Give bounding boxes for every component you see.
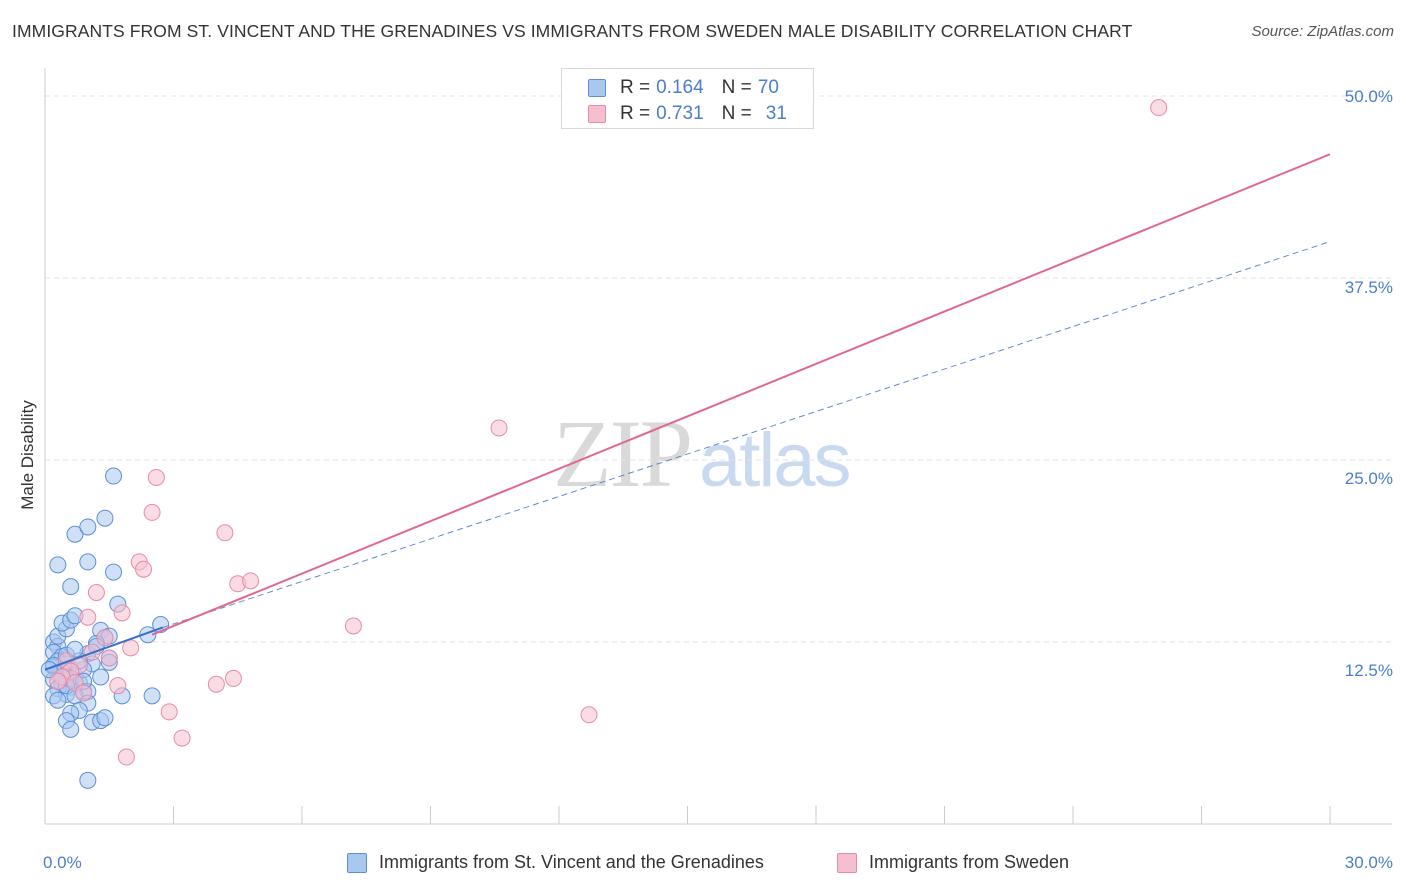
data-point-blue bbox=[105, 563, 123, 581]
data-point-pink bbox=[242, 572, 260, 590]
data-point-blue bbox=[62, 720, 80, 738]
data-point-blue bbox=[79, 518, 97, 536]
legend-r-label: R = bbox=[620, 103, 651, 124]
legend-n-label: N = bbox=[721, 103, 752, 124]
data-point-blue bbox=[66, 640, 84, 658]
data-point-blue bbox=[92, 668, 110, 686]
legend-swatch-pink bbox=[588, 105, 606, 123]
data-point-pink bbox=[490, 419, 508, 437]
data-point-pink bbox=[143, 503, 161, 521]
data-point-pink bbox=[344, 617, 362, 635]
data-point-pink bbox=[109, 677, 127, 695]
data-point-blue bbox=[105, 467, 123, 485]
data-point-pink bbox=[117, 748, 135, 766]
legend-r-value: 0.731 bbox=[656, 103, 704, 124]
trendline-pink bbox=[151, 153, 1331, 636]
data-point-pink bbox=[1150, 99, 1168, 117]
legend-n-label: N = bbox=[721, 77, 752, 98]
correlation-legend: R = 0.164 N = 70 R = 0.731 N = 31 bbox=[561, 68, 814, 129]
legend-r-label: R = bbox=[620, 77, 651, 98]
trendline-blue bbox=[44, 626, 164, 671]
source-credit: Source: ZipAtlas.com bbox=[1251, 23, 1394, 40]
bottom-legend-swatch-pink bbox=[837, 852, 857, 873]
watermark: ZIP atlas bbox=[553, 398, 852, 509]
data-point-pink bbox=[79, 608, 97, 626]
data-point-pink bbox=[207, 675, 225, 693]
data-point-pink bbox=[160, 703, 178, 721]
data-point-blue bbox=[79, 771, 97, 789]
chart-title: IMMIGRANTS FROM ST. VINCENT AND THE GREN… bbox=[12, 21, 1133, 41]
data-point-pink bbox=[224, 669, 242, 687]
data-point-blue bbox=[49, 556, 67, 574]
y-axis-label: Male Disability bbox=[18, 400, 37, 510]
data-point-blue bbox=[143, 687, 161, 705]
x-tick-label-min: 0.0% bbox=[43, 853, 82, 872]
legend-row-pink: R = 0.731 N = 31 bbox=[588, 103, 787, 125]
legend-r-value: 0.164 bbox=[656, 77, 704, 98]
bottom-legend-label-blue: Immigrants from St. Vincent and the Gren… bbox=[379, 852, 764, 872]
bottom-legend-label-pink: Immigrants from Sweden bbox=[869, 852, 1070, 872]
data-point-pink bbox=[113, 604, 131, 622]
data-point-pink bbox=[96, 629, 114, 647]
data-point-pink bbox=[173, 729, 191, 747]
y-tick-label-12-5: 12.5% bbox=[1344, 661, 1393, 680]
data-point-pink bbox=[135, 560, 153, 578]
watermark-zip: ZIP bbox=[553, 400, 693, 507]
data-point-blue bbox=[79, 553, 97, 571]
data-point-pink bbox=[122, 639, 140, 657]
bottom-legend-blue: Immigrants from St. Vincent and the Gren… bbox=[347, 852, 764, 873]
data-point-blue bbox=[96, 509, 114, 527]
data-point-blue bbox=[66, 525, 84, 543]
data-point-pink bbox=[49, 672, 67, 690]
trendline-blue-extrapolated bbox=[162, 241, 1331, 628]
legend-row-blue: R = 0.164 N = 70 bbox=[588, 77, 779, 99]
legend-n-value: 70 bbox=[757, 77, 779, 98]
y-tick-label-25: 25.0% bbox=[1344, 469, 1393, 488]
data-point-pink bbox=[216, 524, 234, 542]
data-point-pink bbox=[580, 706, 598, 724]
legend-swatch-blue bbox=[588, 79, 606, 97]
bottom-legend-swatch-blue bbox=[347, 852, 367, 873]
data-point-blue bbox=[49, 691, 67, 709]
y-tick-label-37-5: 37.5% bbox=[1344, 278, 1393, 297]
legend-n-value: 31 bbox=[765, 103, 787, 124]
data-point-pink bbox=[87, 583, 105, 601]
data-point-blue bbox=[96, 709, 114, 727]
data-point-pink bbox=[100, 649, 118, 667]
x-tick-label-max: 30.0% bbox=[1344, 853, 1393, 872]
data-point-pink bbox=[75, 684, 93, 702]
bottom-legend-pink: Immigrants from Sweden bbox=[837, 852, 1069, 873]
y-tick-label-50: 50.0% bbox=[1344, 87, 1393, 106]
data-point-blue bbox=[62, 578, 80, 596]
data-point-pink bbox=[147, 468, 165, 486]
